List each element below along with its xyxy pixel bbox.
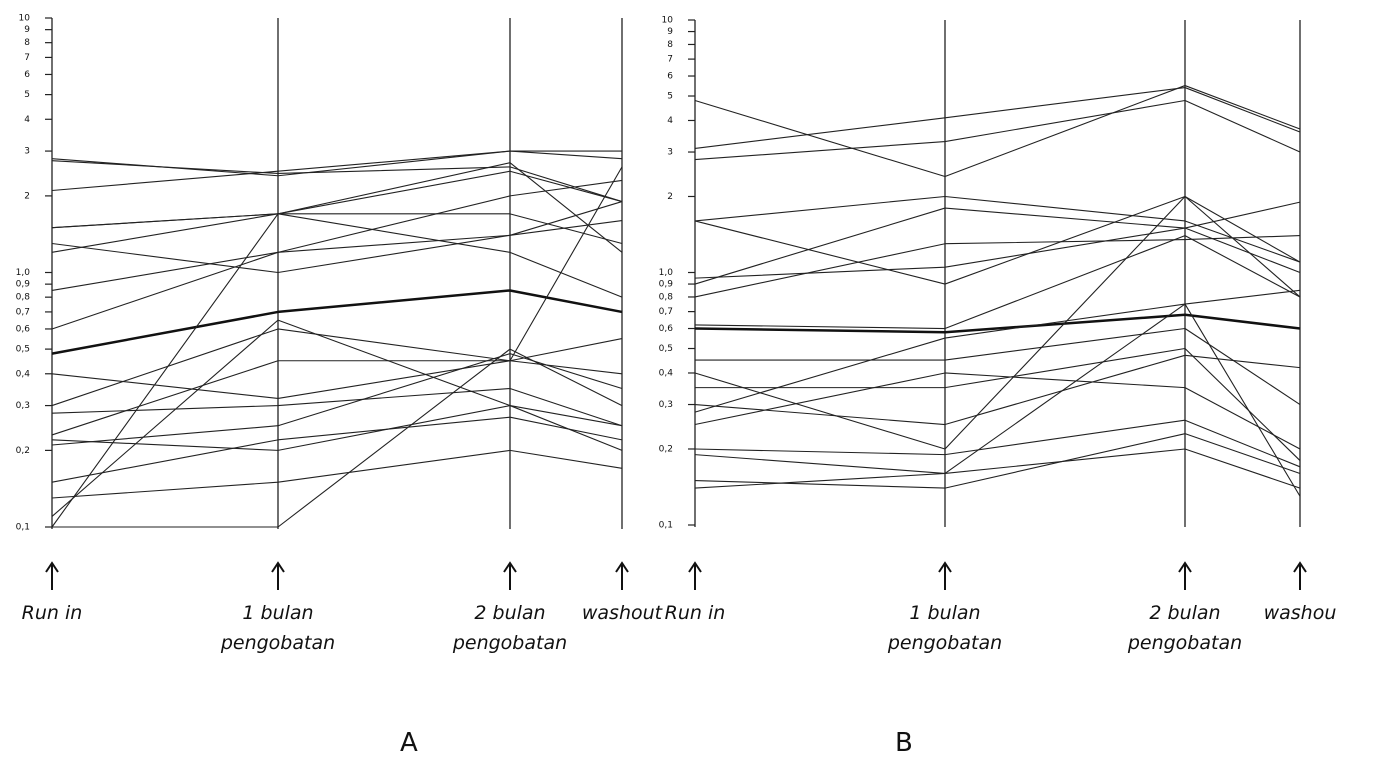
y-tick-label: 10: [19, 14, 31, 24]
series-line: [695, 88, 1300, 149]
category-label: Run in: [0, 598, 112, 628]
y-tick-label: 9: [24, 25, 30, 35]
series-line: [695, 349, 1300, 461]
series-line: [52, 214, 622, 244]
category-label: 2 bulan pengobatan: [450, 598, 570, 658]
series-line: [52, 354, 622, 445]
y-tick-label: 0,1: [16, 523, 30, 533]
y-tick-label: 0,1: [659, 521, 673, 531]
series-line: [52, 161, 622, 202]
y-tick-label: 4: [667, 116, 673, 126]
y-tick-label: 3: [667, 148, 673, 158]
series-line: [695, 236, 1300, 297]
series-line: [695, 86, 1300, 177]
category-label: 1 bulan pengobatan: [885, 598, 1005, 658]
series-line: [52, 339, 622, 399]
y-tick-label: 5: [667, 92, 673, 102]
y-tick-label: 8: [24, 38, 30, 48]
series-line: [695, 434, 1300, 488]
panel-label: B: [895, 728, 913, 758]
series-line: [695, 202, 1300, 278]
y-tick-label: 9: [667, 27, 673, 37]
y-tick-label: 2: [24, 191, 30, 201]
y-tick-label: 10: [662, 16, 674, 26]
y-tick-label: 6: [24, 70, 30, 80]
series-line: [52, 163, 622, 527]
series-line: [695, 196, 1300, 284]
series-line: [695, 449, 1300, 488]
series-line: [52, 180, 622, 290]
series-line: [52, 221, 622, 273]
y-tick-label: 7: [667, 55, 673, 65]
y-tick-label: 0,5: [16, 345, 30, 355]
category-label: 2 bulan pengobatan: [1125, 598, 1245, 658]
series-line: [695, 420, 1300, 467]
y-tick-label: 8: [667, 40, 673, 50]
y-tick-label: 0,9: [16, 280, 31, 290]
y-tick-label: 0,4: [659, 368, 674, 378]
series-line: [52, 171, 622, 227]
series-line: [695, 355, 1300, 424]
y-tick-label: 0,8: [659, 292, 674, 302]
y-tick-label: 3: [24, 147, 30, 157]
y-tick-label: 0,6: [16, 324, 31, 334]
y-tick-label: 0,5: [659, 344, 673, 354]
category-label: 1 bulan pengobatan: [218, 598, 338, 658]
y-tick-label: 0,4: [16, 369, 31, 379]
y-tick-label: 0,7: [16, 307, 30, 317]
y-tick-label: 1,0: [659, 268, 674, 278]
y-tick-label: 0,3: [659, 400, 673, 410]
chart: 0,10,20,30,40,50,60,70,80,91,02345678910…: [0, 0, 1379, 778]
series-line: [52, 214, 622, 297]
series-line: [695, 100, 1300, 159]
series-line: [52, 406, 622, 451]
panel-label: A: [400, 728, 418, 758]
category-label: washou: [1240, 598, 1360, 628]
series-line: [52, 417, 622, 482]
y-tick-label: 1,0: [16, 268, 31, 278]
y-tick-label: 4: [24, 115, 30, 125]
series-line: [695, 236, 1300, 329]
y-tick-label: 6: [667, 72, 673, 82]
series-line: [695, 196, 1300, 449]
y-tick-label: 0,3: [16, 401, 30, 411]
series-line: [52, 167, 622, 435]
y-tick-label: 0,6: [659, 324, 674, 334]
y-tick-label: 0,9: [659, 280, 674, 290]
series-line: [695, 196, 1300, 262]
y-tick-label: 0,2: [659, 444, 673, 454]
y-tick-label: 0,7: [659, 307, 673, 317]
y-tick-label: 2: [667, 192, 673, 202]
y-tick-label: 5: [24, 90, 30, 100]
y-tick-label: 0,8: [16, 293, 31, 303]
category-label: Run in: [635, 598, 755, 628]
series-line: [52, 450, 622, 498]
series-line: [52, 329, 622, 406]
series-line: [695, 373, 1300, 449]
series-line: [695, 315, 1300, 332]
y-tick-label: 0,2: [16, 446, 30, 456]
series-line: [52, 320, 622, 516]
y-tick-label: 7: [24, 53, 30, 63]
page: 0,10,20,30,40,50,60,70,80,91,02345678910…: [0, 0, 1379, 778]
series-line: [695, 208, 1300, 284]
